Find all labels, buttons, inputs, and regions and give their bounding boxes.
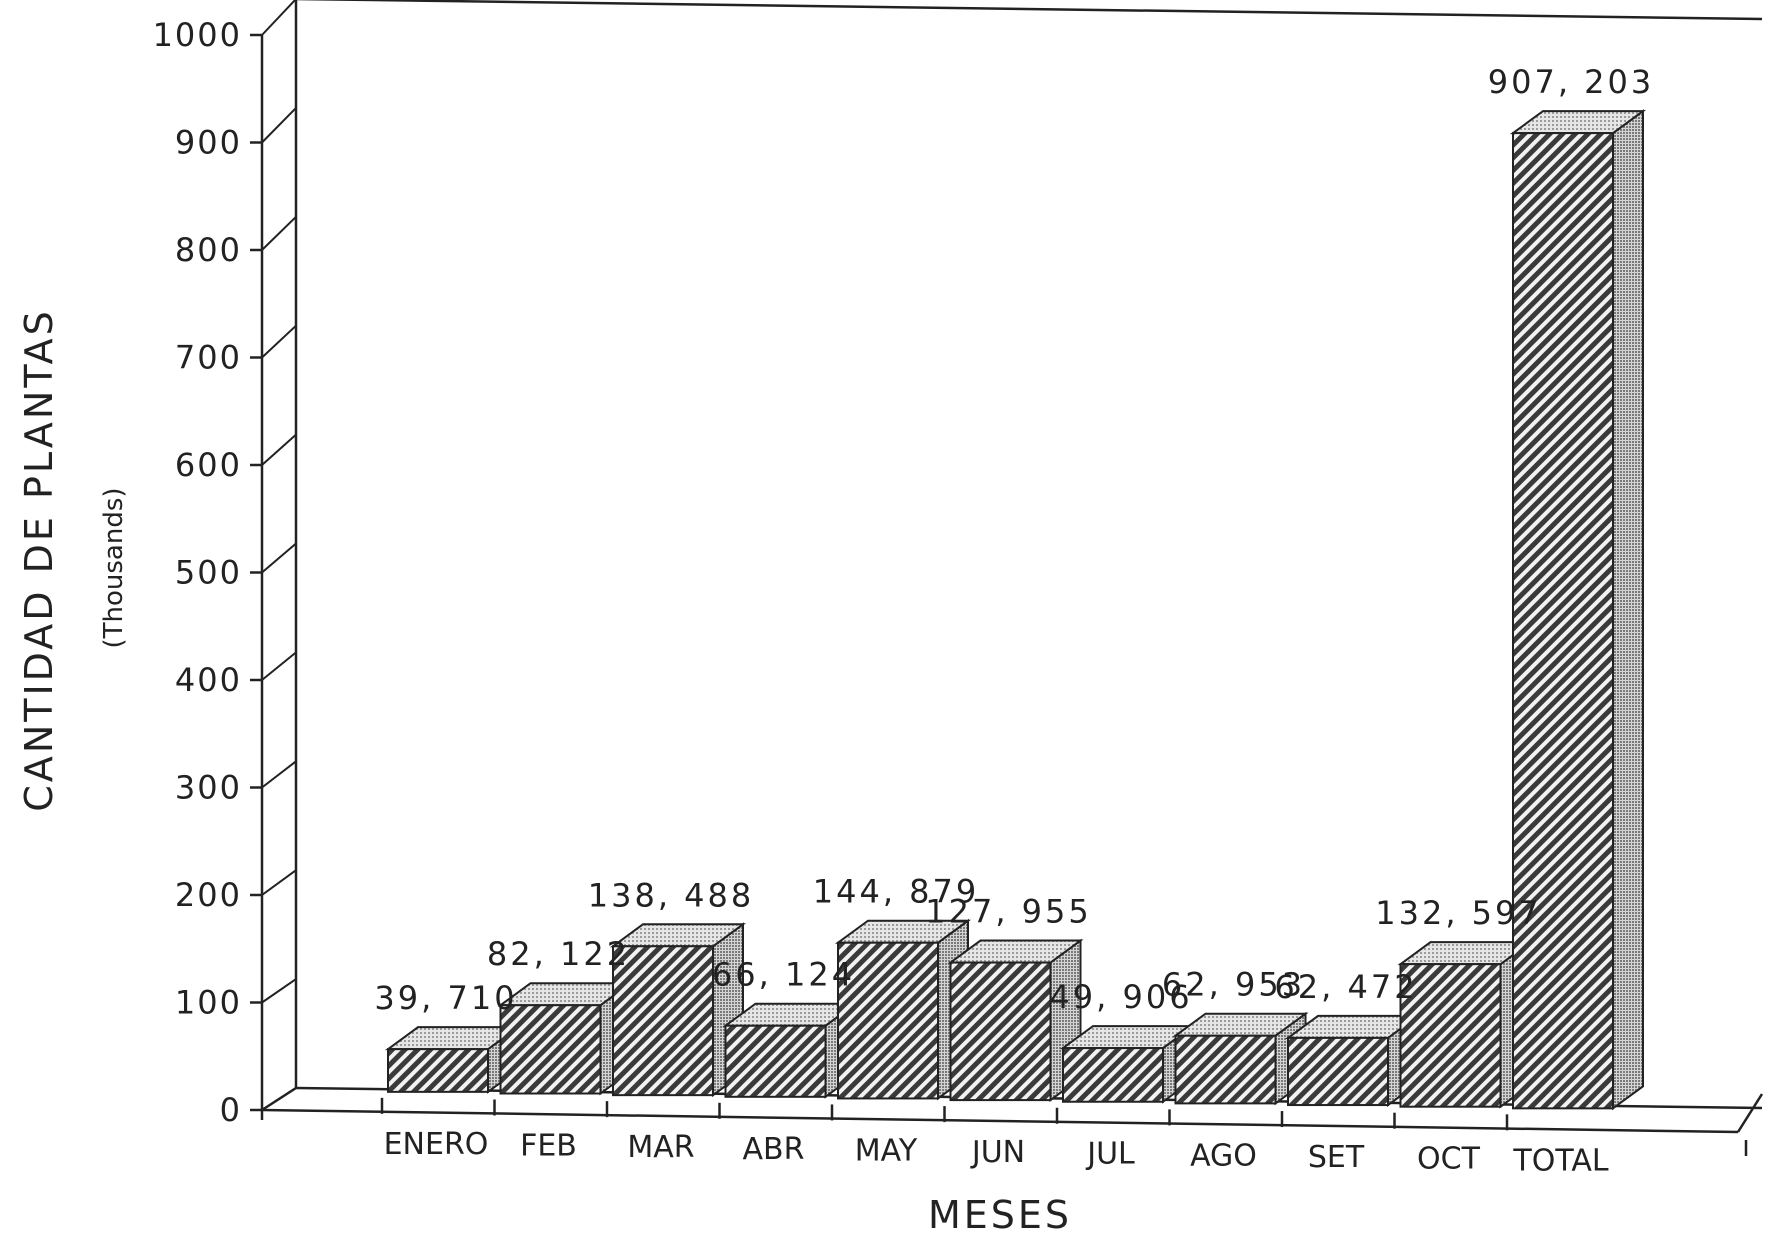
bar-ago bbox=[1172, 1011, 1309, 1106]
back-wall-top-edge bbox=[295, 0, 1763, 21]
y-tick-label: 300 bbox=[175, 769, 242, 807]
bar-front-face bbox=[1287, 1036, 1389, 1107]
y-tick-label: 100 bbox=[175, 984, 242, 1022]
x-tick-label: MAR bbox=[627, 1130, 694, 1165]
bar-front-face bbox=[1399, 963, 1502, 1108]
y-tick-label: 400 bbox=[175, 661, 242, 699]
y-tick-label: 0 bbox=[220, 1091, 242, 1129]
data-labels-group: 39, 710 82, 122 138, 488 66, 124 144, 879127… bbox=[374, 63, 1655, 1017]
y-tick-label: 700 bbox=[175, 339, 242, 377]
bars-group bbox=[384, 109, 1647, 1111]
data-label: 66, 124 bbox=[712, 956, 855, 994]
x-tick-label: TOTAL bbox=[1512, 1143, 1608, 1178]
bar-front-face bbox=[949, 961, 1052, 1102]
y-tick-depth bbox=[261, 869, 297, 896]
x-tick-label: SET bbox=[1308, 1140, 1365, 1175]
bar-front-face bbox=[1062, 1047, 1164, 1103]
data-label: 132, 597 bbox=[1375, 894, 1542, 932]
bar-oct bbox=[1397, 940, 1534, 1109]
data-label: 62, 472 bbox=[1274, 968, 1417, 1006]
data-label: 49, 906 bbox=[1049, 978, 1192, 1016]
data-label: 62, 953 bbox=[1162, 966, 1305, 1004]
y-tick-depth bbox=[261, 760, 297, 789]
y-tick-label: 800 bbox=[175, 231, 242, 269]
bar-side-face bbox=[1612, 109, 1644, 1111]
bar-front-face bbox=[499, 1004, 602, 1095]
bar-set bbox=[1284, 1013, 1422, 1108]
x-tick-label: FEB bbox=[520, 1128, 577, 1163]
x-tick-label: MAY bbox=[855, 1133, 918, 1168]
y-tick-depth bbox=[261, 0, 297, 36]
y-tick-depth bbox=[261, 651, 297, 681]
y-tick-depth bbox=[261, 1087, 297, 1111]
y-tick-depth bbox=[261, 216, 297, 251]
x-tick-label: AGO bbox=[1190, 1138, 1257, 1173]
bar-front-face bbox=[612, 945, 714, 1097]
bar-feb bbox=[497, 981, 634, 1096]
data-label: 907, 203 bbox=[1488, 63, 1655, 101]
x-axis-title: MESES bbox=[928, 1193, 1072, 1237]
bar-front-face bbox=[387, 1048, 489, 1093]
y-tick-depth bbox=[261, 978, 297, 1004]
y-tick-label: 1000 bbox=[153, 16, 242, 54]
data-label: 144, 879 bbox=[813, 873, 980, 911]
y-axis-unit: (Thousands) bbox=[99, 487, 129, 648]
bar-abr bbox=[722, 1001, 859, 1099]
y-tick-label: 500 bbox=[175, 554, 242, 592]
y-tick-depth bbox=[261, 433, 297, 466]
bar-jun bbox=[947, 938, 1084, 1103]
x-tick-label: ENERO bbox=[384, 1127, 489, 1162]
floor-front-edge bbox=[261, 1108, 1739, 1134]
floor-right-edge bbox=[1736, 1093, 1764, 1133]
bar-enero bbox=[384, 1025, 522, 1094]
y-tick-label: 600 bbox=[175, 446, 242, 484]
bar-jul bbox=[1059, 1024, 1197, 1104]
x-tick-label: JUL bbox=[1085, 1137, 1135, 1172]
data-label: 82, 122 bbox=[487, 935, 630, 973]
bar-mar bbox=[609, 922, 747, 1098]
y-axis: 0 100 200 300 400 500 600 700 800 900 1000 bbox=[153, 0, 297, 1129]
x-tick-label: OCT bbox=[1417, 1142, 1481, 1177]
y-tick-depth bbox=[261, 542, 297, 574]
bar-front-face bbox=[1512, 132, 1614, 1110]
data-label: 138, 488 bbox=[588, 876, 755, 914]
bar-may bbox=[834, 918, 972, 1101]
y-tick-depth bbox=[261, 324, 297, 359]
y-tick-label: 900 bbox=[175, 124, 242, 162]
bar-front-face bbox=[724, 1024, 827, 1098]
bar-front-face bbox=[837, 941, 939, 1100]
y-tick-label: 200 bbox=[175, 876, 242, 914]
bar-front-face bbox=[1174, 1034, 1277, 1105]
data-label: 127, 955 bbox=[925, 893, 1092, 931]
bar-total bbox=[1509, 109, 1647, 1111]
x-axis: ENERO FEB MAR ABR MAY JUN JUL AGO SET OCT TOTAL bbox=[380, 1097, 1609, 1178]
x-tick-label: JUN bbox=[970, 1135, 1025, 1170]
x-tick-label: ABR bbox=[743, 1132, 805, 1167]
data-label: 39, 710 bbox=[374, 979, 517, 1017]
y-tick-depth bbox=[261, 107, 297, 144]
y-axis-title: CANTIDAD DE PLANTAS bbox=[17, 308, 61, 811]
